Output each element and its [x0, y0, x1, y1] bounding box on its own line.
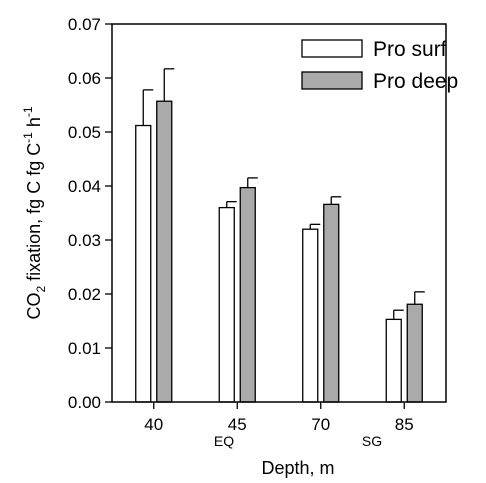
- y-tick-label-0-00: 0.00: [68, 393, 101, 412]
- y-tick-label-0-03: 0.03: [68, 231, 101, 250]
- y-axis-title: CO2 fixation, fg C fg C-1 h-1: [21, 106, 48, 319]
- bar-pro-deep-40: [156, 100, 173, 403]
- bar-pro-surf-45: [218, 206, 235, 403]
- group-note-eq: EQ: [214, 433, 234, 449]
- y-tick-label-0-05: 0.05: [68, 123, 101, 142]
- y-axis-title-sup-1: -1: [21, 132, 35, 143]
- bar-pro-deep-45: [239, 186, 256, 403]
- x-axis-title: Depth, m: [261, 458, 334, 478]
- y-tick-label-0-02: 0.02: [68, 285, 101, 304]
- bar-pro-surf-40: [135, 124, 152, 403]
- bars-layer: [135, 100, 423, 403]
- legend-swatch-pro-deep: [301, 71, 363, 90]
- bar-pro-deep-85: [406, 303, 423, 403]
- y-tick-label-0-04: 0.04: [68, 177, 101, 196]
- x-tick-label-40: 40: [144, 415, 163, 434]
- y-axis-title-part-1: CO: [24, 293, 44, 320]
- plot-frame: [111, 23, 447, 403]
- y-axis-ticks: 0.00 0.01 0.02 0.03 0.04 0.05 0.06 0.07: [68, 15, 112, 412]
- legend-label-pro-surf: Pro surf: [373, 38, 447, 61]
- x-axis-ticks: 40 45 70 85: [144, 402, 414, 434]
- bar-pro-surf-85: [385, 318, 402, 403]
- y-axis-title-part-3: h: [24, 117, 44, 132]
- y-axis-title-part-2: fixation, fg C fg C: [24, 143, 44, 286]
- x-tick-label-45: 45: [228, 415, 247, 434]
- bar-pro-deep-70: [323, 203, 340, 403]
- legend-label-pro-deep: Pro deep: [373, 70, 458, 93]
- y-tick-label-0-06: 0.06: [68, 69, 101, 88]
- y-tick-label-0-07: 0.07: [68, 15, 101, 34]
- x-tick-label-85: 85: [395, 415, 414, 434]
- y-axis-title-sub-2: 2: [34, 286, 48, 293]
- legend: Pro surf Pro deep: [301, 38, 458, 93]
- y-axis-title-sup-2: -1: [21, 106, 35, 117]
- x-tick-label-70: 70: [311, 415, 330, 434]
- error-bars-layer: [142, 68, 425, 320]
- group-note-sg: SG: [362, 433, 382, 449]
- y-tick-label-0-01: 0.01: [68, 339, 101, 358]
- legend-swatch-pro-surf: [301, 39, 363, 58]
- bar-pro-surf-70: [302, 228, 319, 403]
